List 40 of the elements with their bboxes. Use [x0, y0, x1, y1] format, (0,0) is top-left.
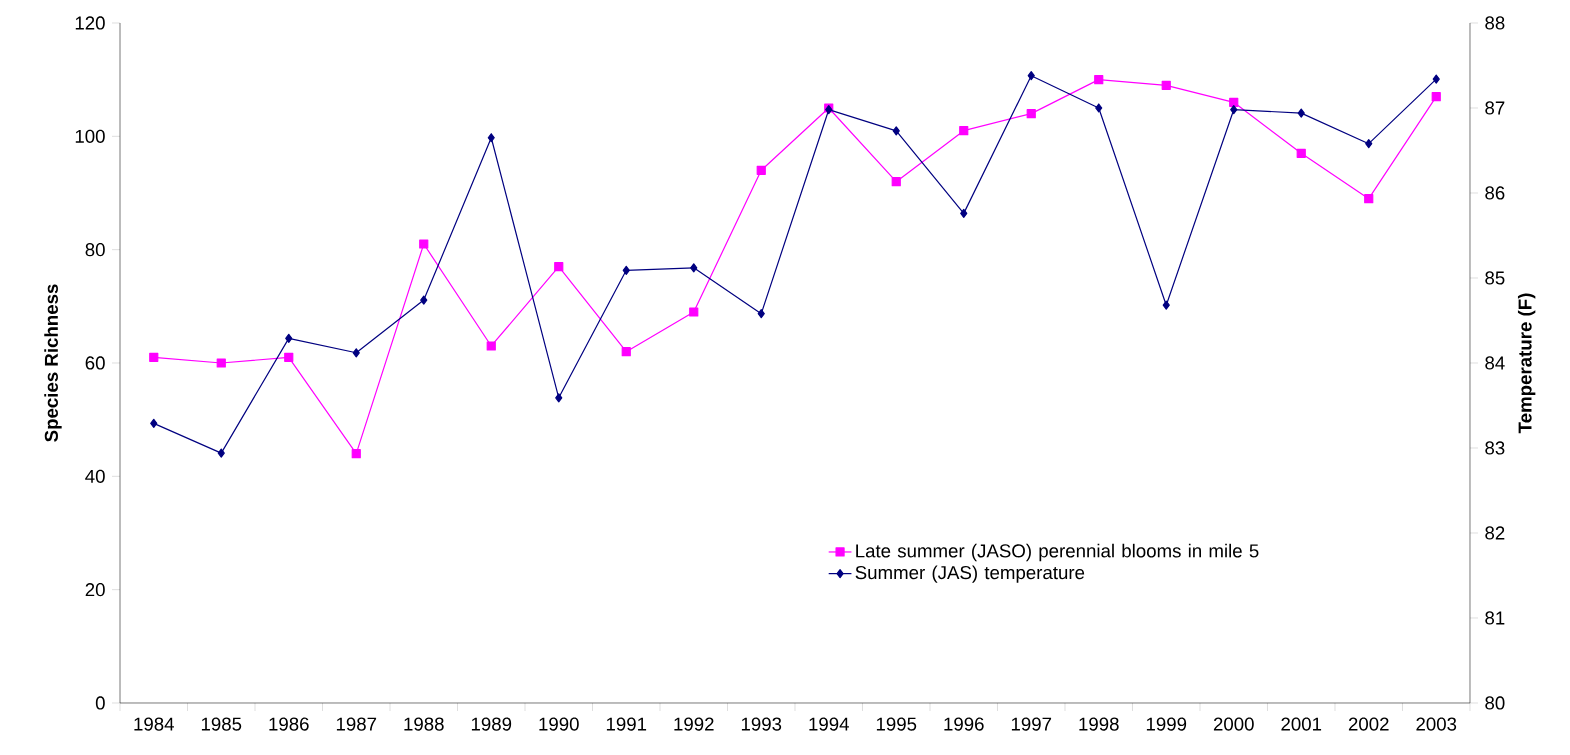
y2-tick-label: 88 [1485, 16, 1505, 30]
y-tick-label: 0 [95, 696, 105, 710]
x-tick-label: 1992 [674, 717, 714, 731]
x-tick-label: 1986 [269, 717, 309, 731]
y2-tick-label: 81 [1485, 611, 1505, 625]
x-tick-label: 1997 [1011, 717, 1052, 731]
x-tick-label: 1984 [134, 717, 174, 731]
y-axis-title: Species Richness [44, 284, 62, 442]
y2-tick-label: 87 [1485, 101, 1505, 115]
y-tick-label: 60 [85, 356, 105, 370]
y2-tick-label: 82 [1485, 526, 1505, 540]
y2-axis-title: Temperature (F) [1517, 293, 1536, 434]
x-tick-label: 1995 [876, 717, 917, 731]
x-tick-label: 2000 [1213, 717, 1254, 731]
x-tick-label: 1994 [809, 717, 849, 731]
x-tick-label: 1991 [606, 717, 647, 731]
y2-tick-label: 80 [1485, 696, 1505, 710]
x-tick-label: 2001 [1281, 717, 1322, 731]
x-tick-label: 1987 [336, 717, 377, 731]
x-tick-label: 1993 [741, 717, 782, 731]
y-tick-label: 80 [85, 243, 105, 257]
x-tick-label: 1985 [201, 717, 242, 731]
y2-tick-label: 86 [1485, 186, 1505, 200]
x-tick-label: 1999 [1146, 717, 1187, 731]
legend-label: Summer (JAS) temperature [855, 565, 1085, 583]
y-tick-label: 40 [85, 469, 105, 483]
y-tick-label: 20 [85, 583, 105, 597]
x-tick-label: 2002 [1348, 717, 1389, 731]
x-tick-label: 1990 [539, 717, 579, 731]
x-tick-label: 1988 [404, 717, 444, 731]
x-tick-label: 1998 [1079, 717, 1119, 731]
y2-tick-label: 85 [1485, 271, 1505, 285]
y2-tick-label: 84 [1485, 356, 1505, 370]
y2-tick-label: 83 [1485, 441, 1505, 455]
y-tick-label: 100 [75, 129, 105, 143]
x-tick-label: 2003 [1416, 717, 1457, 731]
x-tick-label: 1996 [944, 717, 984, 731]
x-tick-label: 1989 [471, 717, 512, 731]
legend-label: Late summer (JASO) perennial blooms in mile 5 [856, 543, 1259, 562]
y-tick-label: 120 [75, 16, 105, 30]
